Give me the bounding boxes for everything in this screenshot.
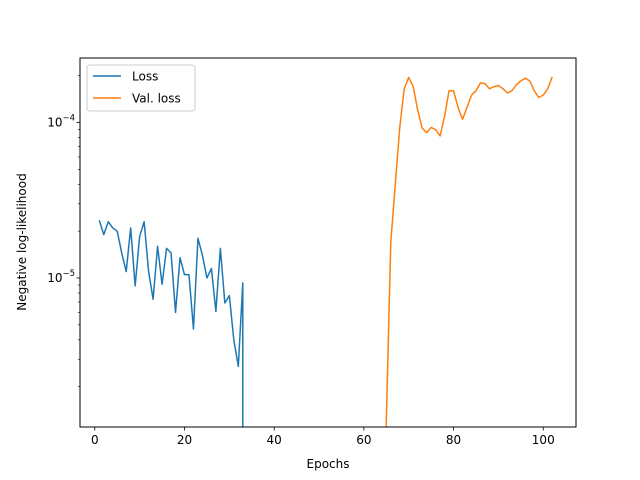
x-axis: 0 20 40 60 80 100: [91, 427, 555, 447]
y-axis: 10−5 10−4: [47, 75, 80, 387]
x-tick-label: 60: [356, 433, 371, 447]
x-tick-label: 80: [446, 433, 461, 447]
x-tick-label: 0: [91, 433, 99, 447]
series-line-1: [385, 76, 553, 427]
legend-label-1: Val. loss: [132, 92, 181, 106]
x-tick-label: 100: [532, 433, 555, 447]
series-line-0: [98, 220, 244, 427]
legend-label-0: Loss: [132, 70, 158, 84]
y-axis-label: Negative log-likelihood: [15, 173, 29, 310]
x-tick-label: 40: [267, 433, 282, 447]
x-tick-label: 20: [177, 433, 192, 447]
legend: Loss Val. loss: [86, 64, 196, 112]
series-layer: [98, 76, 553, 427]
y-tick-label: 10−4: [47, 114, 75, 130]
y-tick-label: 10−5: [47, 269, 75, 285]
plot-frame: [79, 57, 577, 428]
x-axis-label: Epochs: [307, 457, 350, 471]
